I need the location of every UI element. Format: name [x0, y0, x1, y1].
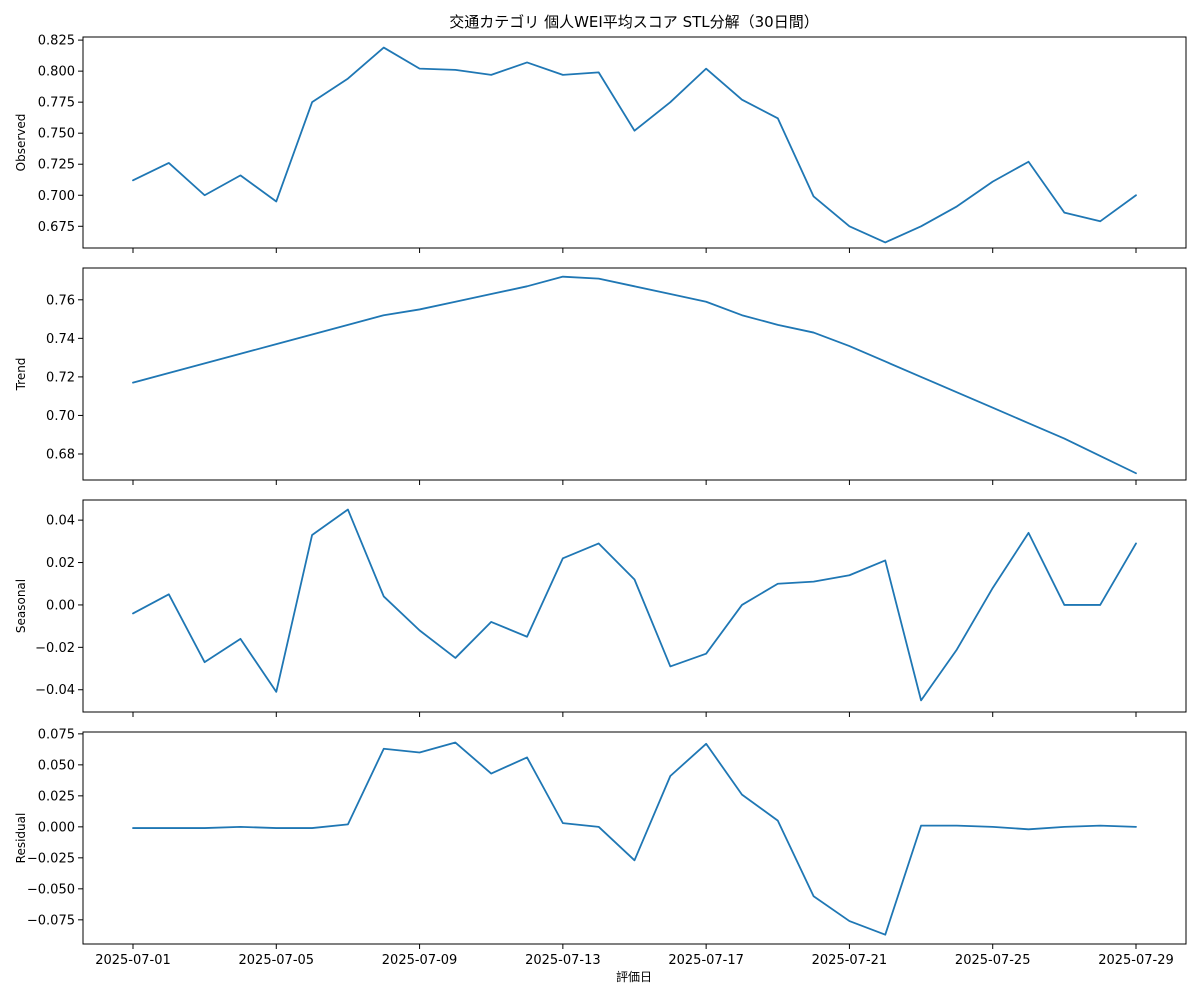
panel-frame [83, 500, 1186, 712]
y-tick-label: −0.075 [27, 913, 75, 928]
x-tick-label: 2025-07-25 [955, 953, 1031, 968]
x-tick-label: 2025-07-17 [668, 953, 744, 968]
y-tick-label: 0.02 [46, 556, 75, 571]
y-tick-label: 0.800 [38, 65, 75, 80]
y-tick-label: 0.025 [38, 789, 75, 804]
y-tick-label: 0.825 [38, 34, 75, 49]
x-tick-label: 2025-07-29 [1098, 953, 1174, 968]
series-line-trend [133, 277, 1136, 474]
y-tick-label: 0.050 [38, 758, 75, 773]
panel-residual: −0.075 −0.050 −0.025 0.000 0.025 0.050 0.075 Re… [14, 727, 1186, 949]
y-tick-label: 0.72 [46, 370, 75, 385]
y-tick-label: 0.68 [46, 447, 75, 462]
y-tick-label: 0.725 [38, 158, 75, 173]
y-tick-label: 0.750 [38, 127, 75, 142]
y-tick-label: 0.775 [38, 96, 75, 111]
panel-seasonal: −0.04 −0.02 0.00 0.02 0.04 Seasonal [14, 500, 1186, 717]
y-tick-label: 0.00 [46, 598, 75, 613]
panel-observed: 0.675 0.700 0.725 0.750 0.775 0.800 0.825 Obser… [14, 34, 1186, 253]
panel-frame [83, 268, 1186, 480]
y-tick-label: −0.02 [35, 641, 75, 656]
x-tick-label: 2025-07-21 [812, 953, 888, 968]
panel-frame [83, 37, 1186, 248]
y-tick-label: 0.70 [46, 409, 75, 424]
y-tick-label: 0.04 [46, 514, 75, 529]
y-tick-label: 0.76 [46, 293, 75, 308]
x-axis-label: 評価日 [616, 969, 652, 984]
x-tick-label: 2025-07-05 [239, 953, 315, 968]
x-tick-label: 2025-07-13 [525, 953, 601, 968]
series-line-observed [133, 48, 1136, 243]
y-tick-label: −0.025 [27, 851, 75, 866]
y-axis-label: Seasonal [14, 579, 28, 633]
y-tick-label: 0.74 [46, 332, 75, 347]
y-axis-label: Observed [14, 114, 28, 172]
y-tick-label: 0.700 [38, 189, 75, 204]
panel-frame [83, 732, 1186, 944]
y-axis-label: Trend [14, 358, 28, 392]
x-tick-label: 2025-07-01 [95, 953, 171, 968]
y-axis-label: Residual [14, 813, 28, 864]
series-line-seasonal [133, 510, 1136, 701]
chart-title: 交通カテゴリ 個人WEI平均スコア STL分解（30日間） [449, 13, 818, 31]
y-tick-label: 0.675 [38, 220, 75, 235]
x-tick-label: 2025-07-09 [382, 953, 458, 968]
y-tick-label: 0.075 [38, 727, 75, 742]
y-tick-label: 0.000 [38, 820, 75, 835]
y-tick-label: −0.050 [27, 882, 75, 897]
panel-trend: 0.68 0.70 0.72 0.74 0.76 Trend [14, 268, 1186, 485]
y-tick-label: −0.04 [35, 683, 75, 698]
series-line-residual [133, 743, 1136, 935]
